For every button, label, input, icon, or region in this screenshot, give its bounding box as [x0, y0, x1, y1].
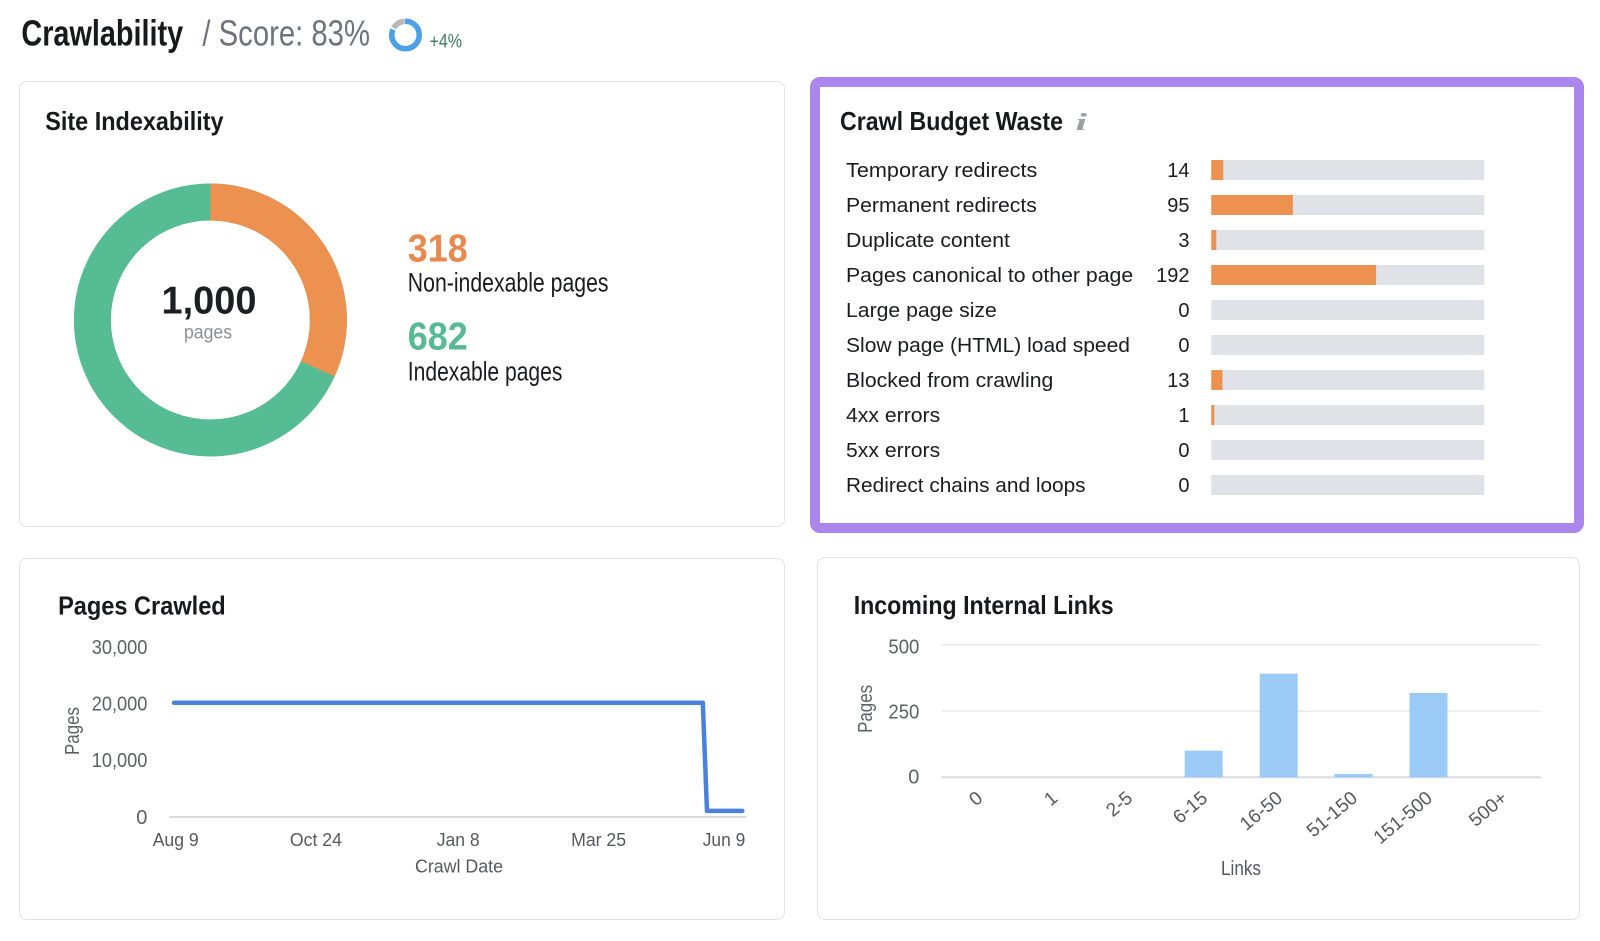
svg-text:Non-indexable pages: Non-indexable pages — [408, 268, 609, 298]
svg-text:Oct 24: Oct 24 — [290, 829, 342, 850]
svg-text:Large page size: Large page size — [846, 300, 997, 322]
svg-text:500: 500 — [888, 637, 919, 659]
svg-text:13: 13 — [1167, 370, 1189, 392]
svg-text:+4%: +4% — [430, 31, 463, 52]
svg-text:Pages Crawled: Pages Crawled — [58, 591, 226, 621]
svg-text:Mar 25: Mar 25 — [571, 829, 626, 850]
svg-text:0: 0 — [1178, 475, 1189, 497]
svg-text:0: 0 — [136, 807, 147, 829]
svg-text:Links: Links — [1221, 858, 1261, 880]
svg-text:0: 0 — [966, 788, 988, 811]
svg-text:Slow page (HTML) load speed: Slow page (HTML) load speed — [846, 335, 1130, 357]
svg-text:500+: 500+ — [1465, 788, 1511, 832]
svg-text:51-150: 51-150 — [1303, 788, 1362, 842]
svg-text:/ Score: 83%: / Score: 83% — [202, 13, 370, 54]
svg-text:0: 0 — [1178, 335, 1189, 357]
svg-text:Aug 9: Aug 9 — [153, 829, 199, 850]
svg-text:0: 0 — [908, 767, 919, 789]
svg-text:Blocked from crawling: Blocked from crawling — [846, 370, 1053, 392]
svg-text:Pages: Pages — [62, 707, 84, 755]
svg-text:Site Indexability: Site Indexability — [45, 106, 224, 136]
svg-text:Crawlability: Crawlability — [21, 13, 183, 54]
svg-text:Incoming Internal Links: Incoming Internal Links — [854, 590, 1114, 620]
svg-text:Redirect chains and loops: Redirect chains and loops — [846, 475, 1086, 497]
svg-text:20,000: 20,000 — [92, 693, 148, 715]
svg-text:Permanent redirects: Permanent redirects — [846, 195, 1037, 217]
svg-text:Jun 9: Jun 9 — [703, 829, 746, 850]
svg-text:Duplicate content: Duplicate content — [846, 230, 1010, 252]
svg-text:3: 3 — [1178, 230, 1189, 252]
svg-text:1,000: 1,000 — [162, 280, 257, 323]
svg-text:2-5: 2-5 — [1102, 788, 1137, 822]
svg-text:16-50: 16-50 — [1236, 788, 1287, 835]
svg-text:Temporary redirects: Temporary redirects — [846, 160, 1037, 182]
svg-text:4xx errors: 4xx errors — [846, 405, 940, 427]
svg-text:Indexable pages: Indexable pages — [408, 357, 563, 387]
svg-text:1: 1 — [1178, 405, 1189, 427]
svg-text:151-500: 151-500 — [1370, 788, 1437, 849]
svg-text:Pages canonical to other page: Pages canonical to other page — [846, 265, 1133, 287]
svg-text:10,000: 10,000 — [92, 750, 148, 772]
svg-text:14: 14 — [1167, 160, 1189, 182]
svg-text:i: i — [1076, 110, 1088, 136]
svg-text:0: 0 — [1178, 300, 1189, 322]
svg-text:30,000: 30,000 — [92, 637, 148, 659]
svg-text:5xx errors: 5xx errors — [846, 440, 940, 462]
svg-text:pages: pages — [184, 322, 232, 343]
svg-text:Crawl Date: Crawl Date — [415, 856, 503, 877]
svg-text:1: 1 — [1040, 788, 1062, 811]
svg-text:95: 95 — [1167, 195, 1189, 217]
svg-text:Jan 8: Jan 8 — [437, 829, 480, 850]
svg-text:192: 192 — [1156, 265, 1189, 287]
svg-text:682: 682 — [408, 315, 468, 358]
svg-text:250: 250 — [888, 702, 919, 724]
svg-text:6-15: 6-15 — [1169, 788, 1212, 829]
svg-text:Pages: Pages — [855, 685, 877, 733]
svg-text:0: 0 — [1178, 440, 1189, 462]
svg-text:Crawl Budget Waste: Crawl Budget Waste — [840, 106, 1063, 136]
svg-text:318: 318 — [408, 228, 468, 271]
